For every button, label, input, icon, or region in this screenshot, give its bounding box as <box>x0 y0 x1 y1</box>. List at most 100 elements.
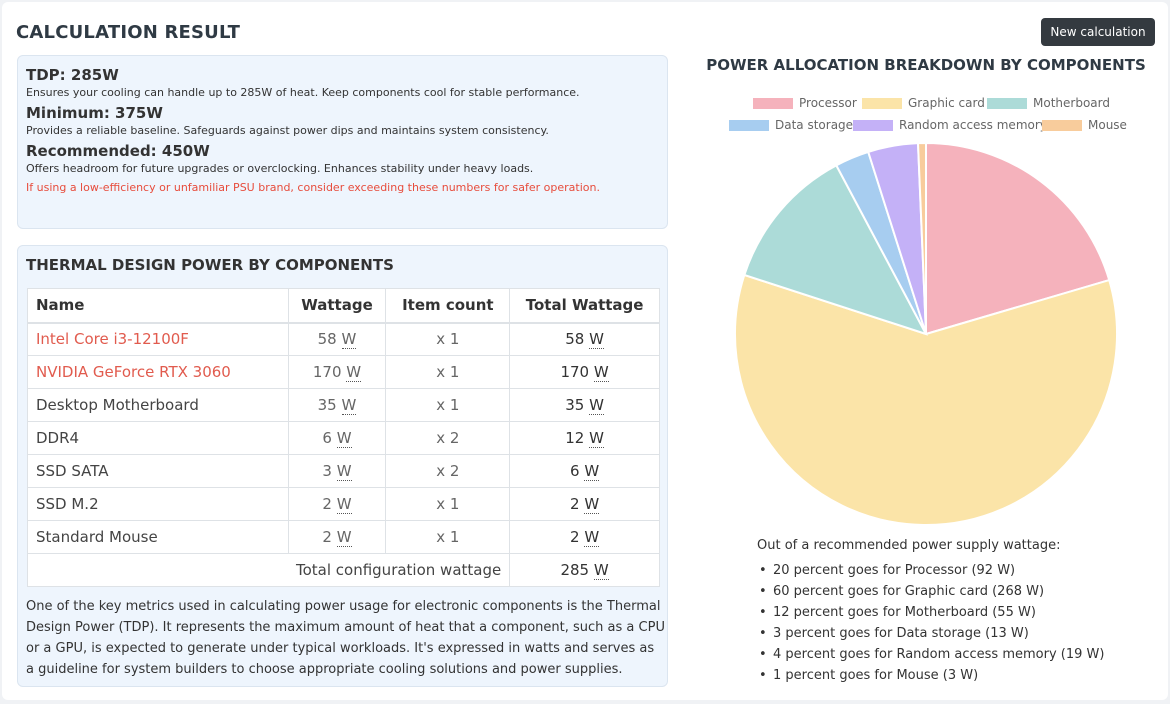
legend-label: Data storage <box>775 118 854 132</box>
pie-slice-mouse[interactable] <box>916 141 927 335</box>
summary-item: 1 percent goes for Mouse (3 W) <box>757 665 1104 686</box>
new-calculation-button[interactable]: New calculation <box>1041 18 1155 46</box>
watt-unit: W <box>593 363 609 382</box>
table-row: DDR4 6 W x 2 12 W <box>27 421 660 455</box>
watt-unit: W <box>589 429 604 448</box>
legend-label: Mouse <box>1088 118 1127 132</box>
watt-unit: W <box>584 462 600 481</box>
total-wattage-cell: 2 W <box>509 487 660 521</box>
legend-item-graphic-card[interactable]: Graphic card <box>862 96 985 110</box>
legend-label: Graphic card <box>908 96 985 110</box>
total-wattage-value: 2 <box>570 495 580 513</box>
tdp-description-paragraph: One of the key metrics used in calculati… <box>26 599 665 677</box>
wattage-value: 58 <box>317 330 337 349</box>
summary-title: Out of a recommended power supply wattag… <box>757 538 1061 553</box>
legend-swatch <box>1042 119 1082 131</box>
table-row: Desktop Motherboard 35 W x 1 35 W <box>27 388 660 422</box>
wattage-cell: 35 W <box>287 388 387 422</box>
watt-unit: W <box>336 495 352 514</box>
minimum-description: Provides a reliable baseline. Safeguards… <box>26 124 549 137</box>
result-summary-box: TDP: 285W Ensures your cooling can handl… <box>17 55 668 229</box>
wattage-cell: 170 W <box>287 355 387 389</box>
summary-item: 20 percent goes for Processor (92 W) <box>757 560 1104 581</box>
total-wattage-value: 2 <box>570 528 580 546</box>
wattage-cell: 2 W <box>287 520 387 554</box>
legend-swatch <box>753 97 793 109</box>
watt-unit: W <box>584 528 600 547</box>
pie-slice-graphic-card[interactable] <box>734 273 1118 526</box>
watt-unit: W <box>593 561 609 580</box>
total-wattage-cell: 58 W <box>509 322 660 356</box>
total-wattage-value: 170 <box>560 363 590 381</box>
summary-item: 60 percent goes for Graphic card (268 W) <box>757 581 1104 602</box>
wattage-value: 2 <box>322 528 332 546</box>
table-row: SSD M.2 2 W x 1 2 W <box>27 487 660 521</box>
component-name: Desktop Motherboard <box>27 388 289 422</box>
legend-swatch <box>729 119 769 131</box>
wattage-value: 3 <box>322 462 332 480</box>
watt-unit: W <box>336 528 352 547</box>
wattage-value: 6 <box>322 429 332 447</box>
summary-list: 20 percent goes for Processor (92 W) 60 … <box>757 560 1104 686</box>
component-link[interactable]: Intel Core i3-12100F <box>27 322 289 356</box>
legend-label: Motherboard <box>1033 96 1110 110</box>
wattage-cell: 58 W <box>287 322 387 356</box>
tdp-description: Ensures your cooling can handle up to 28… <box>26 86 580 99</box>
pie-slice-processor[interactable] <box>925 141 1111 336</box>
component-name: Standard Mouse <box>27 520 289 554</box>
legend-item-data-storage[interactable]: Data storage <box>729 118 853 132</box>
wattage-value: 35 <box>317 396 337 414</box>
watt-unit: W <box>589 396 604 415</box>
table-total-row: Total configuration wattage 285 W <box>26 553 660 587</box>
item-count-cell: x 2 <box>385 454 511 488</box>
table-row: Standard Mouse 2 W x 1 2 W <box>27 520 660 554</box>
recommended-title: Recommended: 450W <box>26 142 210 160</box>
watt-unit: W <box>336 429 352 448</box>
wattage-cell: 3 W <box>287 454 387 488</box>
item-count-cell: x 1 <box>385 322 511 356</box>
watt-unit: W <box>336 462 352 481</box>
tdp-section: THERMAL DESIGN POWER BY COMPONENTS Name … <box>17 245 668 687</box>
summary-item: 3 percent goes for Data storage (13 W) <box>757 623 1104 644</box>
legend-item-random-access-memory[interactable]: Random access memory <box>853 118 1047 132</box>
tdp-section-title: THERMAL DESIGN POWER BY COMPONENTS <box>26 256 394 274</box>
item-count-cell: x 1 <box>385 487 511 521</box>
components-table: Name Wattage Item count Total Wattage In… <box>26 288 660 587</box>
watt-unit: W <box>584 495 600 514</box>
table-row: SSD SATA 3 W x 2 6 W <box>27 454 660 488</box>
total-wattage-cell: 35 W <box>509 388 660 422</box>
total-configuration-label: Total configuration wattage <box>26 553 511 587</box>
watt-unit: W <box>589 330 604 350</box>
item-count-cell: x 2 <box>385 421 511 455</box>
total-wattage-cell: 170 W <box>509 355 660 389</box>
total-configuration-value: 285 W <box>509 553 660 587</box>
legend-label: Processor <box>799 96 857 110</box>
total-wattage-value: 58 <box>565 330 585 349</box>
minimum-title: Minimum: 375W <box>26 104 163 122</box>
summary-item: 4 percent goes for Random access memory … <box>757 644 1104 665</box>
item-count-cell: x 1 <box>385 520 511 554</box>
legend-item-motherboard[interactable]: Motherboard <box>987 96 1110 110</box>
column-header-total-wattage: Total Wattage <box>509 288 660 324</box>
watt-unit: W <box>346 363 362 382</box>
legend-label: Random access memory <box>899 118 1047 132</box>
column-header-name: Name <box>27 288 289 324</box>
total-wattage-value: 6 <box>570 462 580 480</box>
tdp-title: TDP: 285W <box>26 66 119 84</box>
total-wattage-value: 35 <box>565 396 585 414</box>
recommended-description: Offers headroom for future upgrades or o… <box>26 162 534 175</box>
page-title: CALCULATION RESULT <box>16 22 241 43</box>
item-count-cell: x 1 <box>385 388 511 422</box>
psu-warning: If using a low-efficiency or unfamiliar … <box>26 181 600 194</box>
wattage-cell: 2 W <box>287 487 387 521</box>
pie-slice-motherboard[interactable] <box>743 164 929 336</box>
wattage-value: 170 <box>312 363 342 381</box>
legend-item-processor[interactable]: Processor <box>753 96 857 110</box>
component-link[interactable]: NVIDIA GeForce RTX 3060 <box>27 355 289 389</box>
table-row: NVIDIA GeForce RTX 3060 170 W x 1 170 W <box>27 355 660 389</box>
legend-item-mouse[interactable]: Mouse <box>1042 118 1127 132</box>
total-wattage-value: 12 <box>565 429 585 447</box>
legend-swatch <box>862 97 902 109</box>
total-wattage-cell: 2 W <box>509 520 660 554</box>
